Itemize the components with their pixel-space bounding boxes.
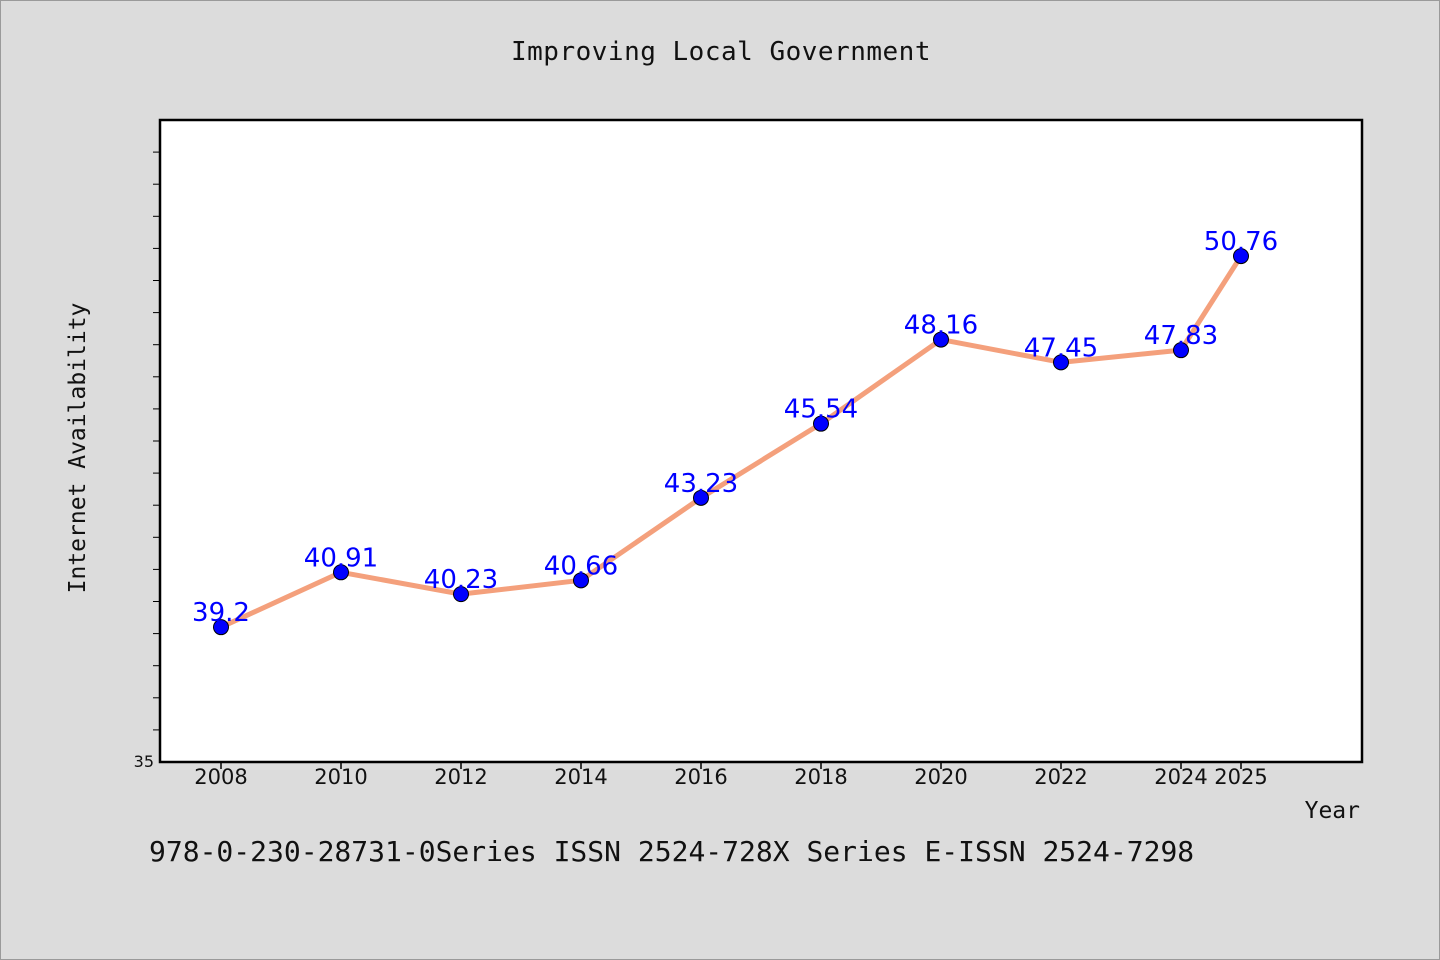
data-point — [453, 586, 469, 603]
x-tick-label: 2014 — [554, 765, 607, 789]
x-tick-labels: 2008 2010 2012 2014 2016 2018 2020 2022 2024 2025 — [194, 765, 1267, 789]
data-label: 43.23 — [664, 469, 738, 499]
data-label: 47.83 — [1144, 321, 1218, 351]
x-tick-label: 2012 — [434, 765, 487, 789]
x-tick-label: 2025 — [1214, 765, 1267, 789]
data-label: 40.23 — [424, 565, 498, 595]
y-tick-label: 35 — [134, 752, 154, 771]
data-point — [573, 572, 589, 589]
y-axis-label: Internet Availability — [65, 303, 91, 594]
data-label: 47.45 — [1024, 333, 1098, 363]
data-point — [213, 619, 229, 636]
data-point — [933, 331, 949, 348]
x-tick-label: 2022 — [1034, 765, 1087, 789]
data-labels: 39.2 40.91 40.23 40.66 43.23 45.54 48.16 47.45 4… — [192, 227, 1278, 628]
data-label: 39.2 — [192, 598, 250, 628]
data-point — [333, 564, 349, 581]
x-tick-label: 2016 — [674, 765, 727, 789]
data-label: 40.91 — [304, 543, 378, 573]
data-point — [1233, 248, 1249, 265]
plot-area — [158, 118, 1364, 764]
data-points — [213, 248, 1249, 636]
x-tick-label: 2024 — [1154, 765, 1207, 789]
footer-text: 978-0-230-28731-0Series ISSN 2524-728X S… — [149, 835, 1195, 868]
data-label: 48.16 — [904, 311, 978, 341]
data-label: 50.76 — [1204, 227, 1278, 257]
x-tick-label: 2010 — [314, 765, 367, 789]
data-point — [1053, 354, 1069, 371]
data-point — [1173, 342, 1189, 359]
x-tick-label: 2020 — [914, 765, 967, 789]
y-axis-ticks — [153, 151, 160, 731]
data-label: 40.66 — [544, 551, 618, 581]
series-line — [218, 253, 1244, 630]
data-point — [693, 489, 709, 506]
x-axis-ticks — [220, 762, 1242, 769]
chart-title: Improving Local Government — [511, 37, 931, 67]
x-axis-label: Year — [1305, 798, 1360, 824]
data-point — [813, 415, 829, 432]
x-tick-label: 2008 — [194, 765, 247, 789]
data-label: 45.54 — [784, 395, 858, 425]
x-tick-label: 2018 — [794, 765, 847, 789]
